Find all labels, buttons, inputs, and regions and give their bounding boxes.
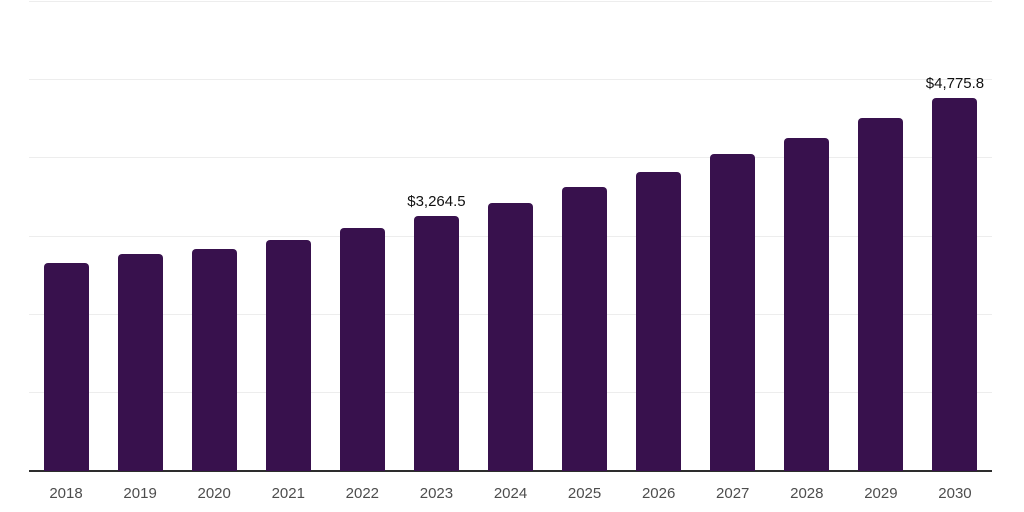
bar-2023 — [413, 215, 459, 471]
plot-area: 2018 2019 2020 2021 2022 2023 2024 2025 2026 2027… — [29, 1, 992, 501]
x-tick-2021: 2021 — [271, 485, 305, 502]
x-tick-2025: 2025 — [567, 485, 602, 502]
bar-2027 — [710, 154, 756, 471]
bar-2028 — [784, 138, 830, 471]
data-label-2030: $4,775.8 — [925, 74, 985, 92]
bar-2025 — [562, 186, 608, 471]
x-tick-2027: 2027 — [716, 485, 750, 502]
x-tick-2020: 2020 — [197, 485, 231, 502]
x-tick-2019: 2019 — [123, 485, 157, 502]
bar-2024 — [488, 202, 533, 471]
x-tick-2018: 2018 — [49, 485, 83, 502]
bar-2020 — [191, 248, 237, 471]
x-tick-2023: 2023 — [419, 485, 454, 502]
gridline-4000 — [29, 157, 992, 159]
x-tick-2030: 2030 — [938, 485, 972, 502]
bar-2019 — [117, 253, 163, 471]
gridline-6000 — [29, 1, 992, 2]
x-tick-2022: 2022 — [345, 485, 380, 502]
bar-2029 — [858, 118, 904, 471]
data-label-2023: $3,264.5 — [407, 192, 466, 210]
bar-2026 — [636, 171, 682, 471]
bar-2018 — [43, 262, 89, 471]
x-axis-line — [29, 470, 992, 472]
gridline-5000 — [29, 79, 992, 81]
x-tick-2029: 2029 — [864, 485, 898, 502]
bar-2030 — [932, 97, 978, 471]
bar-2022 — [339, 227, 385, 471]
x-tick-2024: 2024 — [493, 485, 528, 502]
x-tick-2026: 2026 — [641, 485, 676, 502]
bar-2021 — [265, 239, 311, 471]
x-tick-2028: 2028 — [790, 485, 824, 502]
